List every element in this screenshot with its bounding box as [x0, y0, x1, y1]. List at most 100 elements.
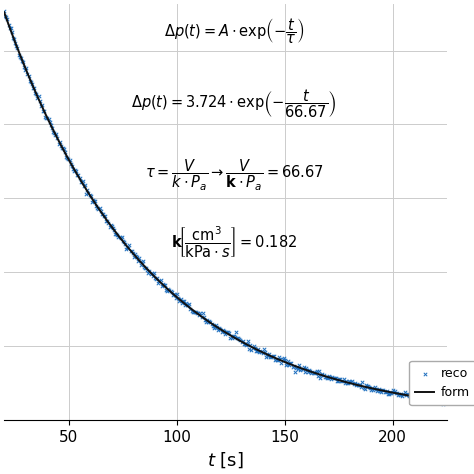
reco: [387, 389, 395, 397]
reco: [384, 391, 392, 398]
reco: [428, 395, 435, 402]
reco: [251, 345, 259, 352]
reco: [408, 392, 415, 400]
reco: [180, 297, 188, 305]
reco: [423, 396, 430, 403]
form: [205, 318, 210, 324]
reco: [419, 393, 426, 401]
reco: [222, 328, 230, 336]
form: [444, 398, 449, 404]
reco: [292, 365, 300, 372]
reco: [298, 365, 305, 373]
reco: [394, 392, 401, 399]
reco: [8, 28, 16, 36]
reco: [409, 392, 416, 400]
reco: [170, 291, 178, 298]
reco: [261, 348, 269, 356]
reco: [403, 391, 410, 398]
reco: [38, 101, 46, 109]
reco: [34, 94, 41, 101]
reco: [108, 223, 116, 230]
reco: [53, 130, 60, 138]
reco: [47, 121, 55, 129]
reco: [240, 340, 247, 348]
reco: [236, 335, 243, 343]
reco: [7, 24, 15, 32]
reco: [66, 156, 73, 164]
reco: [148, 269, 155, 277]
reco: [44, 114, 51, 122]
reco: [113, 231, 121, 238]
reco: [303, 366, 311, 374]
Text: $\Delta p(t) = A \cdot \exp\!\left(-\dfrac{t}{\tau}\right)$: $\Delta p(t) = A \cdot \exp\!\left(-\dfr…: [164, 17, 304, 46]
reco: [152, 275, 160, 283]
reco: [400, 390, 407, 398]
reco: [136, 255, 143, 262]
reco: [275, 353, 283, 360]
reco: [274, 356, 282, 364]
reco: [48, 124, 55, 132]
reco: [57, 142, 64, 149]
reco: [138, 258, 146, 266]
reco: [327, 374, 334, 381]
reco: [255, 348, 263, 356]
reco: [28, 80, 36, 87]
reco: [77, 178, 84, 185]
reco: [442, 398, 449, 405]
reco: [284, 357, 292, 365]
reco: [49, 128, 57, 136]
reco: [73, 171, 81, 179]
reco: [13, 43, 20, 50]
reco: [343, 379, 351, 386]
reco: [325, 372, 333, 380]
reco: [120, 238, 128, 246]
reco: [340, 375, 347, 383]
reco: [65, 155, 73, 163]
reco: [70, 167, 78, 175]
reco: [328, 375, 335, 383]
reco: [396, 391, 404, 398]
reco: [228, 334, 235, 341]
reco: [233, 334, 241, 342]
reco: [304, 369, 312, 376]
reco: [399, 392, 406, 400]
reco: [346, 378, 354, 385]
reco: [128, 247, 136, 255]
reco: [431, 394, 438, 401]
reco: [356, 381, 364, 388]
reco: [109, 225, 117, 232]
reco: [30, 84, 38, 92]
form: [217, 326, 222, 331]
reco: [290, 362, 297, 369]
reco: [127, 247, 135, 255]
reco: [428, 395, 436, 402]
reco: [119, 237, 127, 245]
reco: [184, 301, 192, 309]
reco: [105, 219, 112, 227]
reco: [24, 70, 31, 77]
reco: [118, 233, 126, 240]
reco: [82, 191, 90, 198]
reco: [60, 146, 68, 153]
reco: [263, 350, 271, 358]
reco: [216, 325, 223, 332]
reco: [367, 386, 375, 393]
reco: [301, 368, 309, 376]
reco: [309, 368, 316, 376]
reco: [76, 174, 83, 182]
reco: [27, 78, 35, 86]
reco: [98, 210, 106, 218]
reco: [314, 373, 322, 380]
reco: [171, 292, 179, 299]
reco: [376, 387, 384, 395]
reco: [305, 366, 313, 374]
reco: [250, 342, 257, 350]
reco: [46, 118, 54, 126]
reco: [89, 197, 97, 204]
reco: [321, 374, 328, 381]
reco: [210, 324, 218, 331]
Text: $\mathbf{k}\!\left[\dfrac{\mathrm{cm}^3}{\mathrm{kPa} \cdot s}\right] = 0.182$: $\mathbf{k}\!\left[\dfrac{\mathrm{cm}^3}…: [171, 225, 297, 260]
reco: [181, 301, 189, 309]
reco: [72, 166, 79, 173]
reco: [144, 266, 151, 274]
